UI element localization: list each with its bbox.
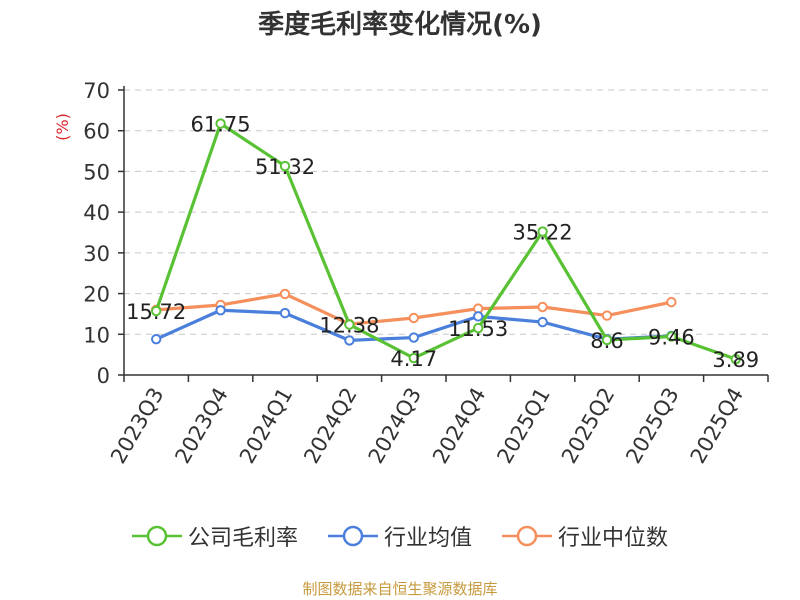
y-tick-label: 20 — [83, 283, 110, 307]
x-tick-label: 2024Q3 — [364, 384, 426, 468]
legend-marker-icon — [502, 525, 552, 547]
data-point — [730, 353, 741, 365]
series-lines — [151, 118, 741, 365]
data-point — [344, 335, 355, 346]
legend-label: 公司毛利率 — [187, 526, 298, 551]
data-point — [537, 226, 548, 237]
data-point — [408, 332, 419, 343]
source-note: 制图数据来自恒生聚源数据库 — [302, 580, 498, 598]
data-point — [279, 160, 291, 172]
data-point — [215, 118, 226, 129]
x-tick-label: 2024Q2 — [299, 384, 361, 468]
data-point — [537, 301, 548, 313]
y-tick-label: 30 — [83, 242, 110, 266]
data-point — [344, 319, 355, 330]
data-point — [215, 305, 226, 316]
x-tick-label: 2025Q3 — [621, 384, 683, 468]
x-tick-label: 2023Q4 — [170, 384, 232, 468]
legend-item[interactable]: 公司毛利率 — [131, 520, 298, 552]
y-axis-label: (%) — [53, 113, 72, 141]
x-tick-label: 2025Q2 — [557, 384, 619, 468]
series-line — [154, 121, 737, 361]
data-point — [151, 333, 162, 345]
data-label: 4.17 — [390, 347, 437, 371]
data-label: 61.75 — [191, 113, 251, 137]
gridlines — [124, 89, 768, 335]
data-label: 3.89 — [712, 348, 759, 372]
x-tick-label: 2024Q1 — [235, 384, 297, 468]
x-tick-label: 2023Q3 — [106, 384, 168, 468]
x-tick-label: 2025Q1 — [492, 384, 554, 468]
data-point — [666, 296, 677, 308]
data-point — [473, 311, 484, 322]
data-label: 9.46 — [648, 325, 695, 349]
data-point — [601, 310, 613, 321]
data-point — [151, 305, 162, 317]
data-point — [537, 316, 548, 328]
y-tick-label: 50 — [83, 160, 110, 184]
data-label: 12.38 — [319, 314, 379, 338]
x-tick-label: 2025Q4 — [686, 384, 748, 468]
data-point — [666, 331, 677, 342]
legend: 公司毛利率 行业均值 行业中位数 — [0, 520, 800, 552]
data-label: 51.32 — [255, 155, 315, 179]
legend-item[interactable]: 行业均值 — [327, 520, 472, 552]
legend-marker-icon — [327, 525, 378, 547]
data-label: 15.72 — [126, 300, 186, 324]
legend-marker-icon — [131, 525, 182, 547]
data-point — [279, 307, 291, 319]
data-point — [279, 288, 291, 300]
chart-title: 季度毛利率变化情况(%) — [258, 10, 542, 40]
data-label: 8.6 — [590, 329, 623, 353]
legend-item[interactable]: 行业中位数 — [502, 520, 668, 552]
data-label: 35.22 — [513, 221, 573, 245]
data-point — [601, 334, 613, 346]
data-point — [473, 322, 484, 334]
data-point — [408, 312, 419, 324]
legend-label: 行业中位数 — [558, 526, 669, 551]
data-point — [408, 352, 419, 364]
y-tick-label: 40 — [83, 201, 110, 225]
y-tick-label: 70 — [83, 79, 110, 103]
y-tick-label: 0 — [97, 364, 110, 388]
legend-label: 行业均值 — [383, 526, 472, 551]
data-label: 11.53 — [448, 317, 508, 341]
y-tick-label: 10 — [83, 323, 110, 347]
x-tick-label: 2024Q4 — [428, 384, 490, 468]
y-tick-label: 60 — [83, 120, 110, 144]
